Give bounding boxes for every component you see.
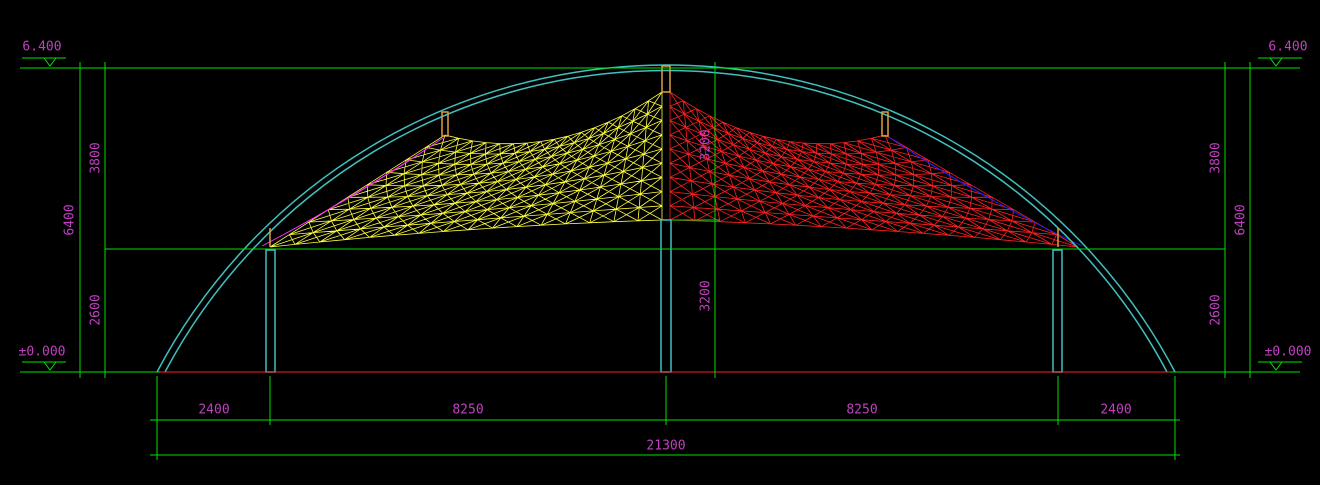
arch-outer (156, 64, 1176, 373)
mast (661, 65, 671, 93)
mast (881, 111, 889, 137)
dimension-label: 21300 (646, 439, 685, 454)
dimension-label: 6400 (1234, 204, 1249, 235)
dimension-label: 3200 (699, 129, 714, 160)
labels: 6.400 6.400 ±0.000 ±0.000 6400 3800 2600 6400 38… (19, 40, 1312, 454)
dimension-label: 3200 (699, 280, 714, 311)
membrane-mesh (269, 91, 663, 248)
elevation-label: 6.400 (1268, 40, 1307, 55)
mast (441, 111, 449, 137)
elevation-label: ±0.000 (19, 345, 66, 360)
dimension-label: 2400 (1100, 403, 1131, 418)
dimension-label: 6400 (63, 204, 78, 235)
level-marker (22, 57, 66, 67)
membrane-mesh (889, 137, 1083, 247)
dimension-label: 3800 (89, 142, 104, 173)
dimension-lines (20, 57, 1302, 460)
dimension-label: 8250 (452, 403, 483, 418)
membrane (261, 91, 1083, 248)
masts (269, 65, 1059, 247)
level-marker (22, 361, 66, 371)
level-marker (1258, 361, 1302, 371)
dimension-label: 2400 (198, 403, 229, 418)
level-marker (1258, 57, 1302, 67)
dimension-label: 8250 (846, 403, 877, 418)
membrane-mesh (669, 91, 1079, 248)
dimension-label: 3800 (1209, 142, 1224, 173)
dimension-label: 2600 (1209, 294, 1224, 325)
membrane-mesh (261, 137, 444, 247)
arch-inner (164, 69, 1168, 373)
elevation-label: ±0.000 (1265, 345, 1312, 360)
dimension-label: 2600 (89, 294, 104, 325)
elevation-label: 6.400 (22, 40, 61, 55)
